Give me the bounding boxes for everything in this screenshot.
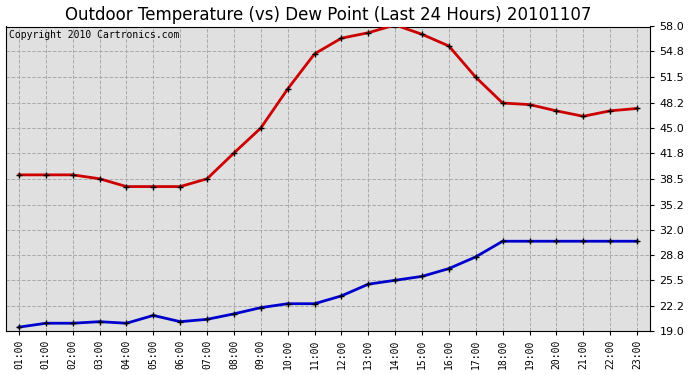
Text: Copyright 2010 Cartronics.com: Copyright 2010 Cartronics.com bbox=[9, 30, 179, 39]
Title: Outdoor Temperature (vs) Dew Point (Last 24 Hours) 20101107: Outdoor Temperature (vs) Dew Point (Last… bbox=[65, 6, 591, 24]
